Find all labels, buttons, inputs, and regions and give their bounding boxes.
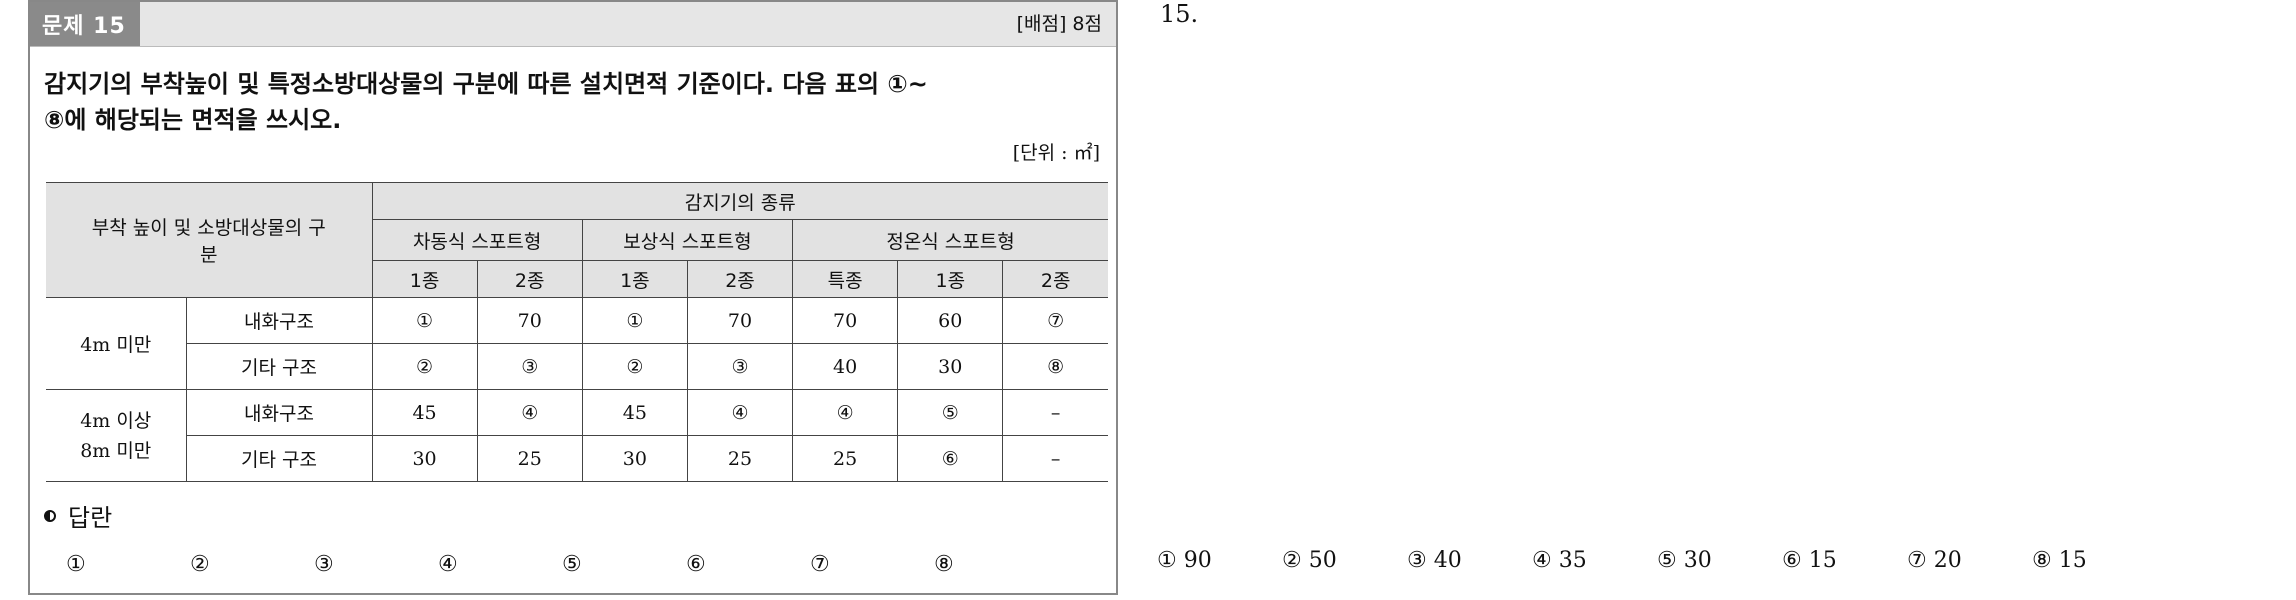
sub-header: 1종: [897, 260, 1004, 298]
sub-header: 1종: [372, 260, 478, 298]
value-cell: ⑦: [1002, 297, 1108, 344]
structure-cell: 기타 구조: [186, 435, 373, 482]
solution-number: 15.: [1160, 0, 1199, 28]
table-row: 4m 이상 8m 미만 내화구조 45 ④ 45 ④ ④ ⑤ –: [46, 389, 1108, 482]
sub-header: 2종: [476, 260, 583, 298]
value-cell: –: [1002, 389, 1108, 436]
value-cell: 30: [371, 435, 478, 482]
group-header-compensated: 보상식 스포트형: [581, 219, 794, 261]
value-cell: 70: [792, 297, 899, 344]
table-row: 4m 미만 내화구조 ① 70 ① 70 70 60 ⑦: [46, 297, 1108, 390]
value-cell: 70: [476, 297, 583, 344]
answer-sheet-label: 답란: [68, 504, 113, 532]
question-line-1: 감지기의 부착높이 및 특정소방대상물의 구분에 따른 설치면적 기준이다. 다…: [44, 70, 928, 98]
problem-label: 문제 15: [30, 2, 140, 46]
sub-header: 2종: [1002, 260, 1108, 298]
value-cell: ①: [581, 297, 688, 344]
value-cell: ④: [792, 389, 899, 436]
value-cell: ⑧: [1002, 343, 1108, 390]
value-cell: 45: [581, 389, 688, 436]
value-cell: ⑤: [897, 389, 1004, 436]
table-row: 기타 구조 30 25 30 25 25 ⑥ –: [46, 435, 1108, 482]
question-line-2: ⑧에 해당되는 면적을 쓰시오.: [44, 106, 342, 134]
half-circle-bullet-icon: [44, 509, 56, 522]
value-cell: ④: [476, 389, 583, 436]
sub-header: 특종: [792, 260, 899, 298]
structure-cell: 내화구조: [185, 389, 373, 436]
solution-answer: ⑥ 15: [1782, 548, 1837, 573]
sub-header: 2종: [686, 260, 794, 298]
solution-answer: ④ 35: [1532, 548, 1587, 573]
area-table: 부착 높이 및 소방대상물의 구분 감지기의 종류 차동식 스포트형 보상식 스…: [46, 182, 1108, 482]
value-cell: 60: [897, 297, 1004, 344]
score-label: [배점] 8점: [1016, 13, 1102, 35]
detector-type-header: 감지기의 종류: [371, 182, 1108, 220]
value-cell: 70: [686, 297, 794, 344]
answer-slot: ①: [66, 552, 86, 577]
value-cell: 25: [792, 435, 899, 482]
value-cell: 30: [897, 343, 1004, 390]
structure-cell: 내화구조: [185, 297, 373, 344]
solution-answer: ② 50: [1282, 548, 1337, 573]
answer-slot: ⑦: [810, 552, 830, 577]
height-cell: 4m 이상 8m 미만: [46, 389, 187, 482]
group-header-rate-of-rise: 차동식 스포트형: [372, 219, 583, 261]
answer-slot: ②: [190, 552, 210, 577]
value-cell: ④: [686, 389, 794, 436]
height-line-2: 8m 미만: [80, 439, 152, 462]
unit-label: [단위 : ㎡]: [1012, 142, 1100, 164]
answer-slot: ⑤: [562, 552, 582, 577]
solution-answer: ⑤ 30: [1657, 548, 1712, 573]
value-cell: ③: [686, 343, 794, 390]
answer-slot: ③: [314, 552, 334, 577]
solution-answer: ③ 40: [1407, 548, 1462, 573]
height-line-1: 4m 이상: [80, 409, 152, 432]
value-cell: ⑥: [897, 435, 1004, 482]
answer-slot: ⑥: [686, 552, 706, 577]
problem-header: 문제 15 [배점] 8점: [30, 2, 1116, 47]
structure-cell: 기타 구조: [186, 343, 373, 390]
value-cell: ②: [581, 343, 688, 390]
value-cell: 25: [476, 435, 583, 482]
problem-panel: 문제 15 [배점] 8점 감지기의 부착높이 및 특정소방대상물의 구분에 따…: [28, 0, 1118, 595]
question-text: 감지기의 부착높이 및 특정소방대상물의 구분에 따른 설치면적 기준이다. 다…: [44, 66, 1094, 138]
value-cell: 45: [371, 389, 478, 436]
value-cell: 40: [792, 343, 899, 390]
solution-answer: ⑧ 15: [2032, 548, 2087, 573]
value-cell: ②: [371, 343, 478, 390]
corner-header: 부착 높이 및 소방대상물의 구분: [46, 182, 373, 298]
answer-slot: ④: [438, 552, 458, 577]
value-cell: ①: [371, 297, 478, 344]
height-cell: 4m 미만: [46, 297, 187, 390]
solution-answer: ⑦ 20: [1907, 548, 1962, 573]
answer-sheet-title: 답란: [44, 498, 112, 533]
table-row: 기타 구조 ② ③ ② ③ 40 30 ⑧: [46, 343, 1108, 390]
value-cell: ③: [476, 343, 583, 390]
solution-answer: ① 90: [1157, 548, 1212, 573]
value-cell: 30: [581, 435, 688, 482]
answer-slot: ⑧: [934, 552, 954, 577]
group-header-fixed-temp: 정온식 스포트형: [792, 219, 1108, 261]
sub-header: 1종: [581, 260, 688, 298]
value-cell: –: [1002, 435, 1108, 482]
value-cell: 25: [686, 435, 794, 482]
